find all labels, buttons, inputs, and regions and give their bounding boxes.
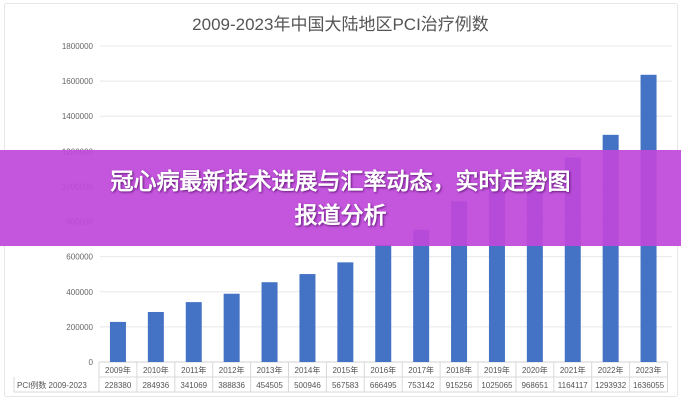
y-tick-label: 1600000 [62, 77, 94, 86]
y-tick-label: 0 [89, 358, 94, 367]
x-tick-label: 2019年 [484, 365, 510, 375]
x-tick-label: 2010年 [143, 365, 169, 375]
x-tick-label: 2021年 [560, 365, 586, 375]
y-tick-label: 1800000 [62, 42, 94, 51]
x-tick-label: 2009年 [105, 365, 131, 375]
data-table-value: 1293932 [595, 381, 627, 390]
data-table-value: 666495 [370, 381, 397, 390]
y-tick-label: 1400000 [62, 112, 94, 121]
bar [223, 293, 240, 362]
data-table-value: 341069 [180, 381, 207, 390]
x-tick-label: 2016年 [370, 365, 396, 375]
data-table-value: 228380 [105, 381, 132, 390]
data-table-value: 454505 [256, 381, 283, 390]
data-table-value: 1164117 [558, 381, 589, 390]
data-table-value: 284936 [142, 381, 169, 390]
data-table-value: 567583 [332, 381, 359, 390]
chart-title: 2009-2023年中国大陆地区PCI治疗例数 [192, 15, 489, 34]
x-tick-label: 2017年 [408, 365, 434, 375]
x-tick-label: 2013年 [257, 365, 283, 375]
data-table-value: 753142 [408, 381, 435, 390]
x-tick-label: 2011年 [181, 365, 206, 375]
data-table-value: 1025065 [481, 381, 513, 390]
series-label: PCI例数 2009-2023 [17, 380, 87, 390]
y-tick-label: 400000 [66, 288, 93, 297]
bar [413, 229, 430, 362]
bar [337, 262, 354, 362]
data-table-value: 915256 [446, 381, 473, 390]
bar [299, 274, 316, 362]
bar [375, 244, 392, 362]
headline-banner: 冠心病最新技术进展与汇率动态，实时走势图报道分析 [0, 150, 681, 246]
data-table-value: 968651 [521, 381, 548, 390]
x-tick-label: 2018年 [446, 365, 472, 375]
headline-text: 冠心病最新技术进展与汇率动态，实时走势图报道分析 [110, 168, 571, 228]
bar [185, 302, 202, 362]
bar [147, 311, 164, 362]
x-tick-label: 2014年 [295, 365, 321, 375]
x-tick-label: 2020年 [522, 365, 548, 375]
x-tick-label: 2023年 [636, 365, 662, 375]
y-tick-label: 200000 [66, 323, 93, 332]
data-table-value: 1636055 [633, 381, 665, 390]
x-tick-label: 2015年 [332, 365, 358, 375]
x-tick-label: 2022年 [598, 365, 624, 375]
data-table-value: 388836 [218, 381, 245, 390]
y-tick-label: 600000 [66, 253, 93, 262]
x-tick-label: 2012年 [219, 365, 245, 375]
bar [261, 282, 278, 362]
data-table-value: 500946 [294, 381, 321, 390]
bar [109, 321, 126, 362]
